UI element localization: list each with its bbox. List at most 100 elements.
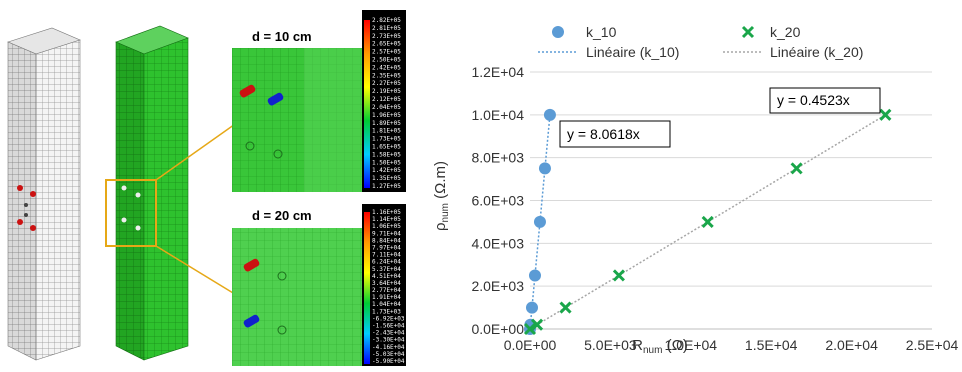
scale-bottom-label-6: 7.11E+04 <box>372 252 401 259</box>
y-tick-label-6: 1.2E+04 <box>471 64 524 80</box>
y-tick-label-1: 2.0E+03 <box>471 278 524 294</box>
scale-top-label-7: 2.35E+05 <box>372 72 401 79</box>
detail-panel-bottom: d = 20 cm 1.16E+051.14E+051.06E+059.71E+… <box>232 204 406 366</box>
scale-bottom-label-13: 1.04E+04 <box>372 301 401 308</box>
panel-top-label: d = 10 cm <box>252 29 312 44</box>
callout-line-bottom <box>155 245 239 297</box>
point-k20-6 <box>879 108 892 121</box>
scale-bottom-label-15: -6.92E+03 <box>372 315 405 322</box>
detail-panel-top: d = 10 cm 2.82E+052.81E+052.73E+052.65E+… <box>232 10 406 192</box>
scale-top-label-3: 2.65E+05 <box>372 41 401 48</box>
point-k10-3 <box>528 269 541 282</box>
panel-bottom-label: d = 20 cm <box>252 208 312 223</box>
point-k20-2 <box>559 301 572 314</box>
x-tick-labels: 0.0E+00 5.0E+03 1.0E+04 1.5E+04 2.0E+04 2.5E+… <box>504 337 959 353</box>
grid-lines <box>530 71 932 287</box>
legend-item-linear-k10: Linéaire (k_10) <box>538 44 679 60</box>
scale-bottom-label-17: -2.43E+04 <box>372 330 405 337</box>
point-k20-0 <box>523 322 537 336</box>
scale-bottom-label-4: 8.84E+04 <box>372 237 401 244</box>
equation-k20-text: y = 0.4523x <box>777 92 850 108</box>
scale-top-label-2: 2.73E+05 <box>372 33 401 40</box>
scale-bottom-label-10: 3.64E+04 <box>372 280 401 287</box>
equation-k10: y = 8.0618x <box>559 120 671 148</box>
scale-top-label-1: 2.81E+05 <box>372 25 401 32</box>
scatter-chart: 0.0E+00 2.0E+03 4.0E+03 6.0E+03 8.0E+03 1.0E+… <box>432 24 959 356</box>
y-tick-label-5: 1.0E+04 <box>471 107 524 123</box>
scale-top-label-9: 2.19E+05 <box>372 88 401 95</box>
scale-top-label-12: 1.96E+05 <box>372 112 401 119</box>
scale-bottom-label-1: 1.14E+05 <box>372 216 401 223</box>
y-tick-label-2: 4.0E+03 <box>471 235 524 251</box>
scale-bottom-label-12: 1.91E+04 <box>372 294 401 301</box>
y-tick-label-3: 6.0E+03 <box>471 193 524 209</box>
legend-item-k10: k_10 <box>552 24 617 40</box>
x-tick-label-5: 2.5E+04 <box>906 337 959 353</box>
legend-marker-k10 <box>552 26 564 38</box>
point-k20-4 <box>701 215 714 228</box>
point-k20-1 <box>531 318 544 331</box>
x-tick-label-4: 2.0E+04 <box>825 337 878 353</box>
scale-top-label-19: 1.42E+05 <box>372 167 401 174</box>
x-tick-label-0: 0.0E+00 <box>504 337 557 353</box>
scale-top-label-20: 1.35E+05 <box>372 175 401 182</box>
green-electrodes <box>121 185 141 231</box>
scale-top-label-4: 2.57E+05 <box>372 49 401 56</box>
fem-illustration: d = 10 cm 2.82E+052.81E+052.73E+052.65E+… <box>7 10 406 366</box>
scale-top-label-15: 1.73E+05 <box>372 136 401 143</box>
scale-bottom-label-19: -4.16E+04 <box>372 344 405 351</box>
trendlines <box>529 114 886 330</box>
scale-bottom-label-11: 2.77E+04 <box>372 287 401 294</box>
y-tick-labels: 0.0E+00 2.0E+03 4.0E+03 6.0E+03 8.0E+03 1.0E+… <box>471 64 524 337</box>
x-tick-label-3: 1.5E+04 <box>745 337 798 353</box>
scale-top-label-6: 2.42E+05 <box>372 64 401 71</box>
scale-top-label-8: 2.27E+05 <box>372 80 401 87</box>
point-k10-4 <box>533 215 546 228</box>
scale-bottom-label-5: 7.97E+04 <box>372 245 401 252</box>
scale-bottom-labels: 1.16E+051.14E+051.06E+059.71E+048.84E+04… <box>372 209 405 365</box>
point-k10-5 <box>538 162 551 175</box>
scale-top-label-16: 1.65E+05 <box>372 144 401 151</box>
callout-line-top <box>155 121 239 181</box>
point-k10-2 <box>525 301 538 314</box>
scale-bottom-label-16: -1.56E+04 <box>372 323 405 330</box>
point-k20-5 <box>790 162 803 175</box>
scale-bottom-label-0: 1.16E+05 <box>372 209 401 216</box>
equation-k20: y = 0.4523x <box>769 87 881 114</box>
scale-top-label-5: 2.50E+05 <box>372 57 401 64</box>
point-k20-3 <box>612 269 625 282</box>
scale-top-label-10: 2.12E+05 <box>372 96 401 103</box>
zoom-callout-box <box>105 179 157 247</box>
scale-bottom-label-20: -5.03E+04 <box>372 351 405 358</box>
legend-marker-k20 <box>741 25 755 39</box>
scale-top-labels: 2.82E+052.81E+052.73E+052.65E+052.57E+05… <box>372 17 401 190</box>
x-axis-title: Rnum (Ω) <box>632 337 688 356</box>
x-tick-label-1: 5.0E+03 <box>584 337 637 353</box>
scale-top-label-18: 1.50E+05 <box>372 159 401 166</box>
green-column <box>105 25 239 361</box>
scale-bottom-label-3: 9.71E+04 <box>372 230 401 237</box>
legend-label-k20: k_20 <box>770 24 801 40</box>
fem-figure: d = 10 cm 2.82E+05 2.81E+05 2.73E+05 2.65E+… <box>0 0 410 367</box>
equation-k10-text: y = 8.0618x <box>567 126 640 142</box>
y-tick-label-4: 8.0E+03 <box>471 150 524 166</box>
chart-container: 0.0E+00 2.0E+03 4.0E+03 6.0E+03 8.0E+03 1.0E+… <box>418 0 962 367</box>
scale-bottom-label-18: -3.30E+04 <box>372 337 405 344</box>
scale-top-label-14: 1.81E+05 <box>372 128 401 135</box>
data-points <box>523 108 892 336</box>
grey-column <box>7 27 81 361</box>
legend-label-linear-k10: Linéaire (k_10) <box>586 44 679 60</box>
legend-label-linear-k20: Linéaire (k_20) <box>770 44 863 60</box>
scale-bottom-label-7: 6.24E+04 <box>372 259 401 266</box>
x-tick-label-2: 1.0E+04 <box>665 337 718 353</box>
scale-bottom-label-14: 1.73E+03 <box>372 308 401 315</box>
scale-bottom-label-21: -5.90E+04 <box>372 358 405 365</box>
legend-item-linear-k20: Linéaire (k_20) <box>723 44 863 60</box>
scale-bottom-label-8: 5.37E+04 <box>372 266 401 273</box>
scale-top-label-11: 2.04E+05 <box>372 104 401 111</box>
scale-top-label-13: 1.89E+05 <box>372 120 401 127</box>
legend-label-k10: k_10 <box>586 24 617 40</box>
y-axis-title: ρnum (Ω.m) <box>432 161 451 231</box>
scale-bottom-label-2: 1.06E+05 <box>372 223 401 230</box>
scale-top-label-21: 1.27E+05 <box>372 183 401 190</box>
